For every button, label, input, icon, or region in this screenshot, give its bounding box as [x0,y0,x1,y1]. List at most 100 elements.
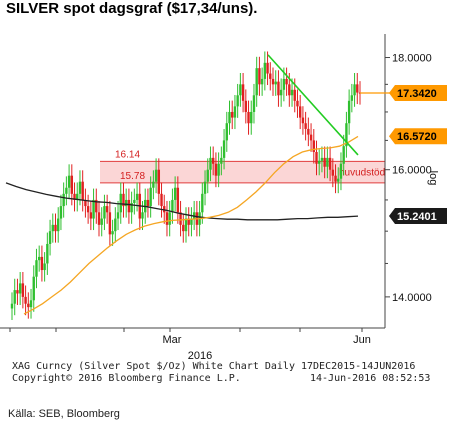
candle-body [211,157,215,164]
candle-body [173,187,177,200]
candle-body [239,84,242,96]
candle-body [62,193,65,207]
candle-body [100,218,103,225]
candle-body [203,181,207,194]
price-tag-label: 16.5720 [397,131,437,143]
candle-body [342,146,345,164]
candle-body [48,231,52,244]
support-zone-fill [100,161,385,183]
candle-body [231,111,234,118]
candle-body [111,231,114,235]
candle-body [293,89,296,101]
candle-body [260,78,264,85]
candle-body [146,199,150,207]
candle-body [279,89,283,96]
candle-body [124,199,128,207]
candle-body [114,218,117,232]
candle-body [233,106,237,118]
candle-body [209,157,212,170]
candle-body [277,81,280,96]
candle-body [225,123,228,141]
candle-body [133,199,136,204]
candle-body [149,187,152,207]
candle-body [54,224,57,232]
candle-body [252,95,256,112]
price-tag-label: 17.3420 [397,88,437,100]
candle-body [323,157,326,167]
axis-layer: 18.0000 16.0000 14.0000 log Mar Jun 2016 [0,34,439,362]
y-axis-label: log [427,171,439,186]
candle-body [331,169,335,176]
candle-body [46,243,49,264]
candle-body [168,212,171,225]
candle-body [334,175,337,182]
x-tick-label: Mar [163,334,182,346]
source-note: Källa: SEB, Bloomberg [8,408,120,420]
candle-body [165,212,169,225]
candle-body [95,199,98,213]
price-tag-box [389,128,447,145]
footer-timestamp: 14-Jun-2016 08:52:53 [310,373,430,384]
candle-body [81,181,84,200]
candle-body [37,256,41,261]
candle-body [187,218,190,225]
candle-body [255,68,258,96]
candle-body [78,181,82,194]
candle-body [285,78,288,85]
footer-line-1: XAG Curncy (Silver Spot $/Oz) White Char… [12,361,415,372]
candle-body [307,128,310,135]
candle-body [135,193,139,200]
candle-body [339,163,343,179]
candle-body [182,224,185,232]
candle-body [127,199,131,213]
candle-body [43,263,46,271]
candle-body [29,300,33,308]
candle-body [84,199,87,207]
candle-body [13,290,16,304]
candle-body [152,181,155,188]
candle-body [247,111,250,124]
candle-body [105,206,109,213]
candle-body [347,100,351,124]
candle-body [51,224,54,232]
candle-body [171,199,174,213]
zone-lower-label: 15.78 [120,171,145,182]
candle-body [32,276,35,301]
candle-body [10,303,14,309]
candle-body [27,303,30,308]
candle-body [16,290,19,294]
x-tick-label: Jun [353,334,371,346]
candle-body [326,157,329,167]
y-tick-label: 16.0000 [392,165,432,177]
candle-body [309,134,313,141]
candle-body [141,212,144,219]
candle-body [288,84,291,96]
candle-body [184,218,188,232]
candle-body [190,218,193,225]
y-tick-label: 18.0000 [392,53,432,65]
ma-short-line [23,135,359,315]
candle-body [356,84,359,93]
candle-body [320,157,324,161]
candle-body [274,81,277,85]
candle-body [97,212,101,225]
candle-body [65,187,68,194]
candle-body [122,193,125,207]
candle-body [24,296,27,304]
candle-body [179,212,182,225]
candle-body [214,163,218,176]
candle-body [315,152,318,164]
candle-body [301,117,305,124]
candle-body [130,203,133,213]
lines-layer [5,54,359,315]
candle-body [353,84,356,96]
candle-body [266,62,269,74]
candle-body [157,169,161,194]
candle-body [290,89,294,96]
candle-body [154,169,158,182]
candle-body [328,157,332,170]
price-tags-layer: 17.3420 16.5720 15.2401 [360,84,447,225]
candle-body [337,178,340,182]
candle-body [21,283,25,297]
